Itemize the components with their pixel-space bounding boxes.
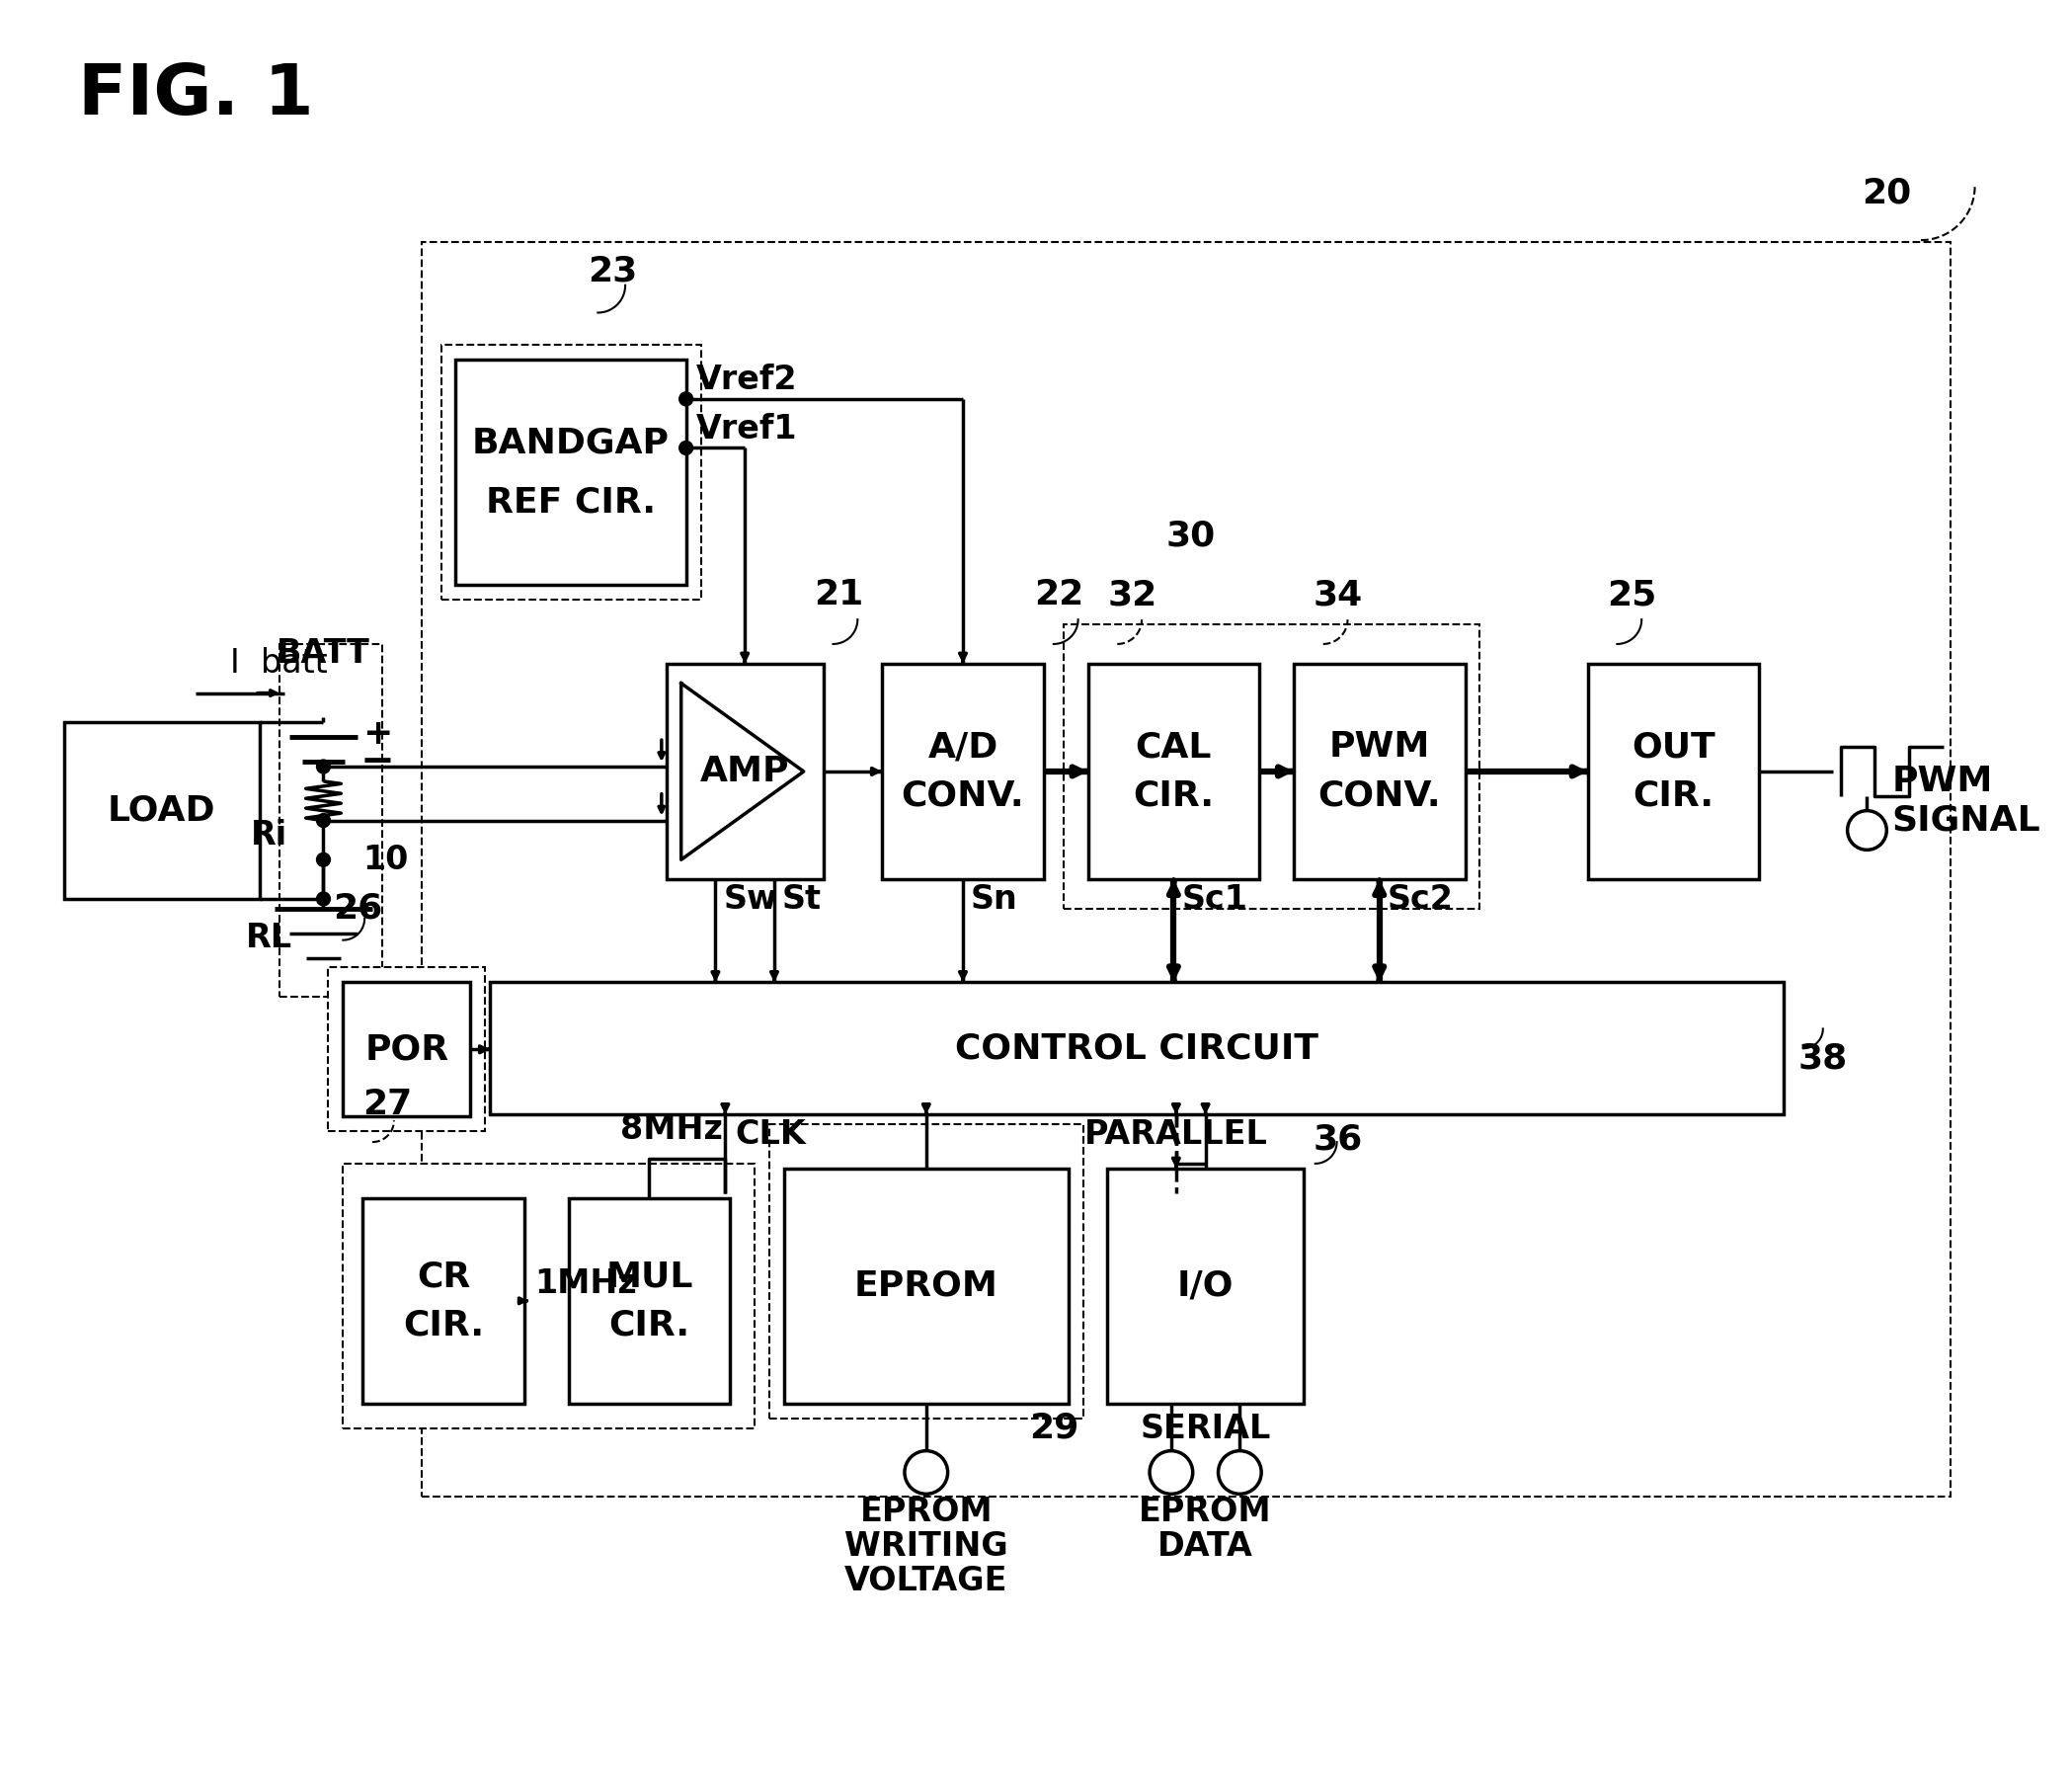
Text: SIGNAL: SIGNAL <box>1892 803 2041 837</box>
Text: EPROM: EPROM <box>860 1497 992 1529</box>
Text: EPROM: EPROM <box>1140 1497 1272 1529</box>
Text: Vref1: Vref1 <box>696 413 798 445</box>
Text: POR: POR <box>365 1033 450 1066</box>
Bar <box>783 1169 1069 1404</box>
Text: 29: 29 <box>1030 1411 1080 1445</box>
Text: PWM: PWM <box>1892 765 1993 797</box>
Text: CLK: CLK <box>736 1118 806 1151</box>
Text: PARALLEL: PARALLEL <box>1084 1118 1268 1151</box>
Bar <box>1587 663 1759 880</box>
Text: CIR.: CIR. <box>402 1309 485 1343</box>
Bar <box>568 1198 729 1404</box>
Text: Sn: Sn <box>972 883 1017 915</box>
Text: WRITING: WRITING <box>843 1531 1007 1563</box>
Text: 1MHz: 1MHz <box>535 1268 636 1300</box>
Text: FIG. 1: FIG. 1 <box>79 61 315 129</box>
Polygon shape <box>682 683 804 860</box>
Text: LOAD: LOAD <box>108 794 215 828</box>
Text: Sw: Sw <box>723 883 777 915</box>
Text: CONV.: CONV. <box>901 780 1024 814</box>
Bar <box>363 1198 524 1404</box>
Text: 10: 10 <box>363 844 408 876</box>
Text: PWM: PWM <box>1328 730 1430 763</box>
Text: RL: RL <box>247 923 292 955</box>
Text: 38: 38 <box>1798 1041 1848 1075</box>
Text: 32: 32 <box>1106 578 1156 611</box>
Text: I  batt: I batt <box>230 647 327 679</box>
Text: 36: 36 <box>1314 1123 1363 1155</box>
Text: Sc2: Sc2 <box>1388 883 1452 915</box>
Bar <box>280 644 381 998</box>
Text: Ri: Ri <box>251 819 288 851</box>
Text: 21: 21 <box>814 578 864 611</box>
Bar <box>456 359 686 585</box>
Text: 20: 20 <box>1863 177 1912 209</box>
Text: CONTROL CIRCUIT: CONTROL CIRCUIT <box>955 1032 1318 1066</box>
Circle shape <box>317 760 329 774</box>
Text: 30: 30 <box>1167 519 1216 552</box>
Bar <box>421 241 1950 1497</box>
Text: BANDGAP: BANDGAP <box>472 426 669 460</box>
Bar <box>344 1164 754 1429</box>
Bar <box>491 982 1784 1114</box>
Text: 34: 34 <box>1314 578 1363 611</box>
Text: DATA: DATA <box>1158 1531 1254 1563</box>
Text: 8MHz: 8MHz <box>620 1114 723 1146</box>
Text: 23: 23 <box>588 254 638 288</box>
Text: 26: 26 <box>334 892 383 926</box>
Text: EPROM: EPROM <box>854 1269 999 1303</box>
Text: 25: 25 <box>1608 578 1658 611</box>
Text: VOLTAGE: VOLTAGE <box>845 1564 1007 1597</box>
Bar <box>1088 663 1260 880</box>
Bar <box>883 663 1044 880</box>
Text: BATT: BATT <box>278 638 371 670</box>
Text: +: + <box>363 717 392 751</box>
Circle shape <box>317 814 329 828</box>
Bar <box>327 967 485 1132</box>
Text: I/O: I/O <box>1177 1269 1233 1303</box>
Bar <box>1106 1169 1303 1404</box>
Text: CR: CR <box>416 1259 470 1293</box>
Text: 27: 27 <box>363 1087 412 1121</box>
Bar <box>769 1125 1084 1418</box>
Text: AMP: AMP <box>700 755 789 789</box>
Circle shape <box>680 392 692 406</box>
Bar <box>441 345 700 601</box>
Text: St: St <box>781 883 823 915</box>
Text: OUT: OUT <box>1631 730 1716 763</box>
Text: CAL: CAL <box>1135 730 1212 763</box>
Text: A/D: A/D <box>928 730 999 763</box>
Text: Vref2: Vref2 <box>696 363 798 397</box>
Text: REF CIR.: REF CIR. <box>487 485 657 519</box>
Circle shape <box>680 442 692 454</box>
Bar <box>344 982 470 1116</box>
Bar <box>1063 624 1479 908</box>
Text: MUL: MUL <box>605 1259 692 1293</box>
Circle shape <box>317 892 329 907</box>
Text: 22: 22 <box>1034 578 1084 611</box>
Text: Sc1: Sc1 <box>1181 883 1247 915</box>
Text: SERIAL: SERIAL <box>1140 1413 1270 1445</box>
Text: CIR.: CIR. <box>609 1309 690 1343</box>
Bar <box>64 722 259 899</box>
Text: −: − <box>361 740 394 783</box>
Text: CIR.: CIR. <box>1633 780 1714 814</box>
Circle shape <box>317 853 329 867</box>
Bar <box>667 663 823 880</box>
Text: CONV.: CONV. <box>1318 780 1440 814</box>
Bar <box>1293 663 1465 880</box>
Text: CIR.: CIR. <box>1133 780 1214 814</box>
